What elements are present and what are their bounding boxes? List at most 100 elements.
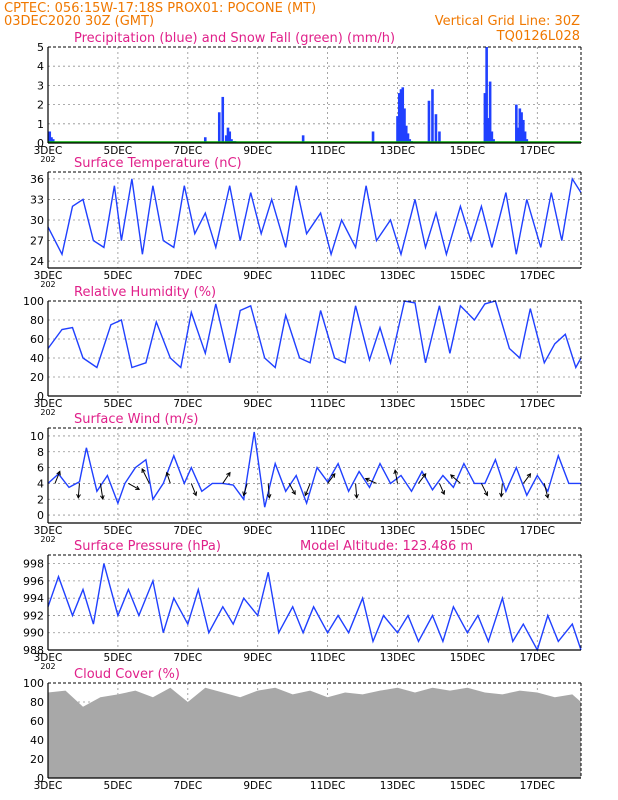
rh-series-line xyxy=(47,300,582,370)
wind-arrow xyxy=(418,473,427,484)
wind-arrow xyxy=(438,483,445,495)
wind-arrow xyxy=(141,468,150,484)
wind-arrow-head xyxy=(291,490,296,496)
wind-arrow xyxy=(543,483,549,498)
x-tick-label: 3DEC xyxy=(34,270,63,282)
x-tick-label: 3DEC xyxy=(34,525,63,537)
wind-arrow-head xyxy=(100,495,105,501)
wind-arrow-head xyxy=(483,491,488,497)
x-tick-label: 13DEC xyxy=(380,398,415,410)
x-tick-label: 15DEC xyxy=(450,780,485,792)
precip-bar xyxy=(438,131,441,143)
x-tick-label: 13DEC xyxy=(380,145,415,157)
y-tick-label: 3 xyxy=(37,79,44,92)
x-tick-label: 5DEC xyxy=(104,270,133,282)
panel-title: Cloud Cover (%) xyxy=(74,667,180,682)
temperature-panel: 24 27 30 33 36 3DEC 5DEC 7DEC 9DEC 11DEC 13DEC 15DE… xyxy=(30,156,582,289)
x-tick-label: 5DEC xyxy=(104,780,133,792)
cloud-cover-area xyxy=(48,687,581,778)
x-tick-label: 9DEC xyxy=(243,652,272,664)
y-tick-label: 0 xyxy=(37,390,44,403)
x-tick-label: 9DEC xyxy=(243,780,272,792)
wind-arrow-head xyxy=(56,470,61,476)
precip-bar xyxy=(399,89,403,143)
precip-bar xyxy=(401,87,405,143)
x-tick-label: 11DEC xyxy=(310,525,345,537)
x-tick-label: 9DEC xyxy=(243,145,272,157)
wind-arrow xyxy=(304,483,311,496)
wind-arrow xyxy=(166,472,171,484)
y-tick-label: 988 xyxy=(23,644,44,657)
plot-area xyxy=(48,555,581,650)
x-tick-label: 7DEC xyxy=(173,270,202,282)
y-tick-label: 0 xyxy=(37,509,44,522)
y-tick-label: 80 xyxy=(30,314,44,327)
y-tick-label: 2 xyxy=(37,493,44,506)
precip-bar xyxy=(523,131,527,143)
x-tick-label: 15DEC xyxy=(450,652,485,664)
precip-bar xyxy=(520,112,523,143)
x-tick-label: 11DEC xyxy=(310,398,345,410)
y-tick-label: 30 xyxy=(30,214,44,227)
plot-area xyxy=(48,47,581,143)
y-tick-label: 60 xyxy=(30,715,44,728)
precip-bar xyxy=(525,139,529,143)
wind-arrow xyxy=(522,473,531,484)
x-tick-label: 11DEC xyxy=(310,652,345,664)
x-tick-label: 5DEC xyxy=(104,652,133,664)
y-tick-label: 100 xyxy=(23,677,44,690)
x-tick-label: 3DEC xyxy=(34,398,63,410)
wind-arrow xyxy=(54,471,61,484)
y-tick-label: 80 xyxy=(30,696,44,709)
x-tick-label: 7DEC xyxy=(173,780,202,792)
pressure-series-line xyxy=(47,563,582,652)
y-tick-label: 4 xyxy=(37,60,44,73)
wind-arrow-head xyxy=(226,471,231,477)
y-tick-label: 994 xyxy=(23,592,44,605)
wind-arrow xyxy=(267,483,270,498)
y-tick-label: 4 xyxy=(37,477,44,490)
precipitation-panel: 0 1 2 3 4 5 3DEC 5DEC 7DEC 9DEC 11DEC 13DEC 15DEC 17D… xyxy=(34,31,582,164)
precip-bar xyxy=(230,139,233,143)
wind-arrow-head xyxy=(266,493,272,499)
pressure-panel: 988 990 992 994 996 998 3DEC 5DEC 7DEC 9DEC 11DEC 1… xyxy=(23,539,582,671)
precip-bar xyxy=(226,127,230,143)
x-tick-label: 17DEC xyxy=(520,145,555,157)
wind-arrow-head xyxy=(141,468,146,474)
wind-arrow xyxy=(128,482,140,490)
x-tick-label: 15DEC xyxy=(450,145,485,157)
precip-bar xyxy=(434,114,438,143)
wind-arrow-head xyxy=(354,493,359,499)
y-tick-label: 8 xyxy=(37,446,44,459)
wind-arrow-head xyxy=(76,493,81,499)
y-tick-label: 40 xyxy=(30,352,44,365)
x-tick-label: 9DEC xyxy=(243,398,272,410)
wind-arrow-head xyxy=(544,493,550,499)
x-tick-label: 17DEC xyxy=(520,652,555,664)
wind-arrow-head xyxy=(499,492,504,498)
precip-bar xyxy=(48,131,52,143)
x-tick-label: 17DEC xyxy=(520,780,555,792)
precip-bar xyxy=(408,139,412,143)
precip-bar xyxy=(203,137,207,143)
precip-bar xyxy=(228,131,232,143)
x-tick-label: 3DEC xyxy=(34,780,63,792)
precip-bar xyxy=(485,47,488,143)
precip-bar xyxy=(404,125,408,143)
panel-title: Relative Humidity (%) xyxy=(74,285,216,300)
x-tick-label: 7DEC xyxy=(173,398,202,410)
precip-bar xyxy=(217,112,221,143)
model-altitude-label: Model Altitude: 123.486 m xyxy=(300,539,473,554)
wind-arrow xyxy=(327,473,336,484)
x-tick-label: 7DEC xyxy=(173,525,202,537)
precip-bar xyxy=(431,89,434,143)
precip-bar xyxy=(516,127,520,143)
plot-area xyxy=(48,301,581,396)
wind-arrow-head xyxy=(421,472,427,478)
x-tick-label: 7DEC xyxy=(173,145,202,157)
x-tick-label: 11DEC xyxy=(310,145,345,157)
wind-arrow-head xyxy=(330,472,336,478)
temp-series-line xyxy=(47,176,582,257)
wind-arrow xyxy=(77,483,80,498)
